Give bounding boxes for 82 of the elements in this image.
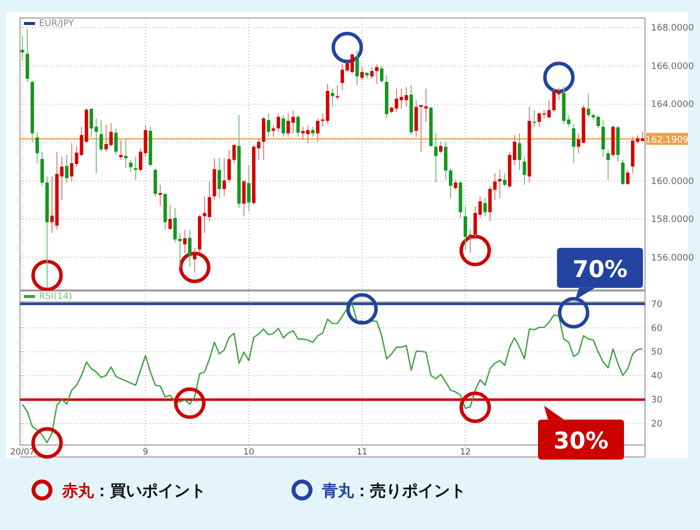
candlestick [188,229,192,267]
point [459,391,491,423]
ref-line-label: 30% [553,428,609,455]
y-tick-label: 50 [651,348,663,358]
point [174,387,206,419]
candlestick [262,116,266,160]
candlestick [183,229,187,254]
candlestick [119,140,123,160]
y-tick-label: 166.0000 [651,62,694,72]
candlestick [375,64,379,84]
legend-label: RSI(14) [39,292,72,302]
point [558,297,590,329]
candlestick [222,158,226,197]
point [332,32,364,64]
candlestick [247,164,251,212]
y-tick-label: 156.0000 [651,253,694,264]
y-tick-label: 60 [651,324,663,334]
y-tick-label: 20 [651,419,663,430]
x-tick-label: 10 [243,448,254,458]
candlestick [626,169,630,186]
ref-line-label: 162.1909 [646,135,689,146]
candlestick [355,50,359,86]
candlestick [311,126,315,138]
y-tick-label: 158.0000 [651,215,694,226]
candlestick [272,124,276,138]
candlestick [129,159,132,172]
candlestick [65,154,68,184]
point [459,234,491,266]
candlestick [439,141,442,154]
candlestick [276,112,280,132]
candlestick [218,158,222,199]
candlestick [168,204,172,230]
candlestick [20,36,24,61]
candlestick [99,120,103,152]
y-tick-label: 40 [651,372,663,382]
point [346,293,378,325]
candlestick [532,110,536,128]
y-tick-label: 70 [651,300,663,310]
candlestick [380,65,384,84]
candlestick [483,198,487,217]
ref-line-label: 70% [572,256,628,283]
candlestick [154,168,158,197]
candlestick [36,131,39,164]
legend-label: 赤丸：買いポイント [61,481,206,500]
candlestick [242,179,246,217]
candlestick [503,172,506,187]
candlestick [414,100,418,138]
candlestick [316,118,320,142]
candlestick [498,169,502,199]
candlestick [572,124,576,164]
y-tick-label: 30 [651,396,663,406]
candlestick [360,66,364,81]
candlestick [158,184,162,207]
candlestick [448,168,452,199]
x-tick-label: 20/07 [10,448,35,458]
x-tick-label: 12 [460,448,471,458]
candlestick [114,128,118,156]
point [178,252,210,284]
candlestick [464,206,468,250]
candlestick [601,120,605,158]
legend-label: 青丸：売りポイント [321,481,466,500]
candlestick [40,151,44,187]
candlestick [606,149,610,180]
candlestick [621,159,625,186]
y-tick-label: 164.0000 [651,100,694,110]
y-tick-label: 160.0000 [651,176,694,187]
candlestick [336,84,340,101]
candlestick [134,156,138,180]
candlestick [444,141,448,180]
point [543,62,575,94]
candlestick [522,156,526,186]
candlestick [296,114,300,138]
candlestick [282,114,286,138]
candlestick [586,93,590,118]
x-tick-label: 9 [142,448,148,458]
candlestick [454,179,458,190]
point [31,260,63,292]
text: EUR/JPY [39,19,74,29]
candlestick [370,66,374,80]
y-tick-label: 168.0000 [651,24,694,34]
candlestick [434,132,438,184]
x-tick-label: 11 [356,448,368,458]
